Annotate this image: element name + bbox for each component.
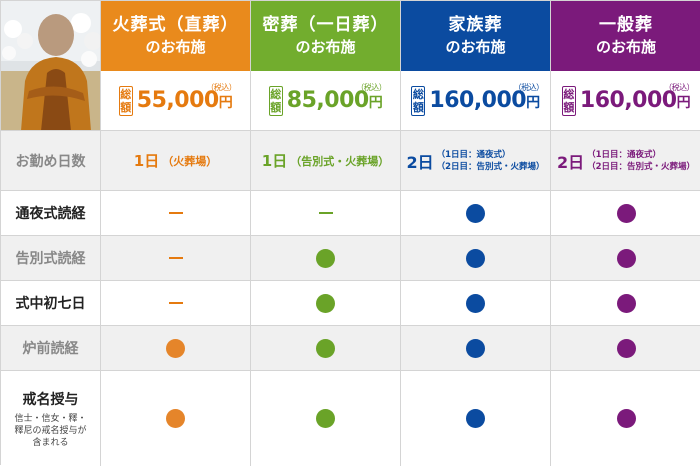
included-dot-icon	[466, 248, 485, 268]
row-tsuya: 通夜式読経	[1, 191, 700, 236]
not-included-dash-icon	[168, 257, 183, 259]
price-value: 160,000円 （税込）	[579, 83, 695, 113]
included-dot-icon	[166, 409, 185, 428]
included-dot-icon	[166, 338, 185, 358]
plan-subtitle: のお布施	[145, 38, 206, 56]
row-kokubetsu: 告別式読経	[1, 236, 700, 281]
monk-photo	[1, 1, 101, 131]
row-kaimyo: 戒名授与 信士・信女・釋・ 釋尼の戒名授与が 含まれる	[1, 371, 700, 466]
row-label-kokubetsu: 告別式読経	[1, 236, 101, 281]
row-label-rozen: 炉前読経	[1, 326, 101, 371]
included-dot-icon	[616, 293, 636, 313]
included-dot-icon	[616, 203, 636, 223]
price-cell-kazoku: 総額 160,000円 （税込）	[401, 71, 551, 131]
price-value: 55,000円 （税込）	[136, 83, 237, 113]
not-included-dash-icon	[168, 302, 183, 304]
total-badge: 総額	[268, 85, 283, 116]
price-value: 85,000円 （税込）	[286, 83, 387, 113]
plan-header-ippan: 一般葬 のお布施	[551, 1, 700, 71]
row-label-days: お勤め日数	[1, 131, 101, 191]
monk-at-altar-photo	[1, 1, 100, 130]
included-dot-icon	[316, 248, 335, 268]
days-cell-kaso: 1日 （火葬場）	[101, 131, 251, 191]
included-dot-icon	[466, 409, 485, 428]
included-dot-icon	[616, 338, 636, 358]
days-cell-ippan: 2日 （1日目：通夜式） （2日目：告別式・火葬場）	[551, 131, 700, 191]
plan-header-misso: 密葬（一日葬） のお布施	[251, 1, 401, 71]
header-row: 火葬式（直葬） のお布施 密葬（一日葬） のお布施 家族葬 のお布施 一般葬 の…	[1, 1, 700, 71]
not-included-dash-icon	[318, 212, 333, 214]
row-label-kaimyo: 戒名授与 信士・信女・釋・ 釋尼の戒名授与が 含まれる	[1, 371, 101, 466]
included-dot-icon	[466, 293, 485, 313]
included-dot-icon	[466, 203, 485, 223]
row-label-tsuya: 通夜式読経	[1, 191, 101, 236]
days-row: お勤め日数 1日 （火葬場） 1日 （告別式・火葬場） 2日 （1日目：通夜式） （2…	[1, 131, 700, 191]
plan-header-kazoku: 家族葬 のお布施	[401, 1, 551, 71]
total-badge: 総額	[118, 85, 133, 116]
price-cell-ippan: 総額 160,000円 （税込）	[551, 71, 700, 131]
included-dot-icon	[316, 293, 335, 313]
row-shonanoka: 式中初七日	[1, 281, 700, 326]
price-value: 160,000円 （税込）	[429, 83, 544, 113]
price-row: 総額 55,000円 （税込） 総額 85,000円 （税込） 総額 160,000…	[1, 71, 700, 131]
plan-title: 火葬式（直葬）	[112, 15, 239, 35]
price-cell-kaso: 総額 55,000円 （税込）	[101, 71, 251, 131]
kaimyo-note: 信士・信女・釋・ 釋尼の戒名授与が 含まれる	[14, 413, 87, 448]
price-cell-misso: 総額 85,000円 （税込）	[251, 71, 401, 131]
days-cell-misso: 1日 （告別式・火葬場）	[251, 131, 401, 191]
plan-title: 一般葬	[599, 15, 653, 35]
total-badge: 総額	[411, 85, 426, 116]
days-cell-kazoku: 2日 （1日目：通夜式） （2日目：告別式・火葬場）	[401, 131, 551, 191]
plan-subtitle: のお布施	[445, 38, 506, 56]
plan-header-kaso: 火葬式（直葬） のお布施	[101, 1, 251, 71]
included-dot-icon	[316, 409, 335, 428]
total-badge: 総額	[561, 85, 576, 116]
included-dot-icon	[466, 338, 485, 358]
row-rozen: 炉前読経	[1, 326, 700, 371]
row-label-shonanoka: 式中初七日	[1, 281, 101, 326]
included-dot-icon	[616, 248, 636, 268]
not-included-dash-icon	[168, 212, 183, 214]
plan-title: 密葬（一日葬）	[262, 15, 389, 35]
plan-title: 家族葬	[448, 15, 503, 35]
included-dot-icon	[616, 409, 636, 428]
included-dot-icon	[316, 338, 335, 358]
plan-subtitle: のお布施	[595, 38, 656, 56]
plan-subtitle: のお布施	[295, 38, 356, 56]
